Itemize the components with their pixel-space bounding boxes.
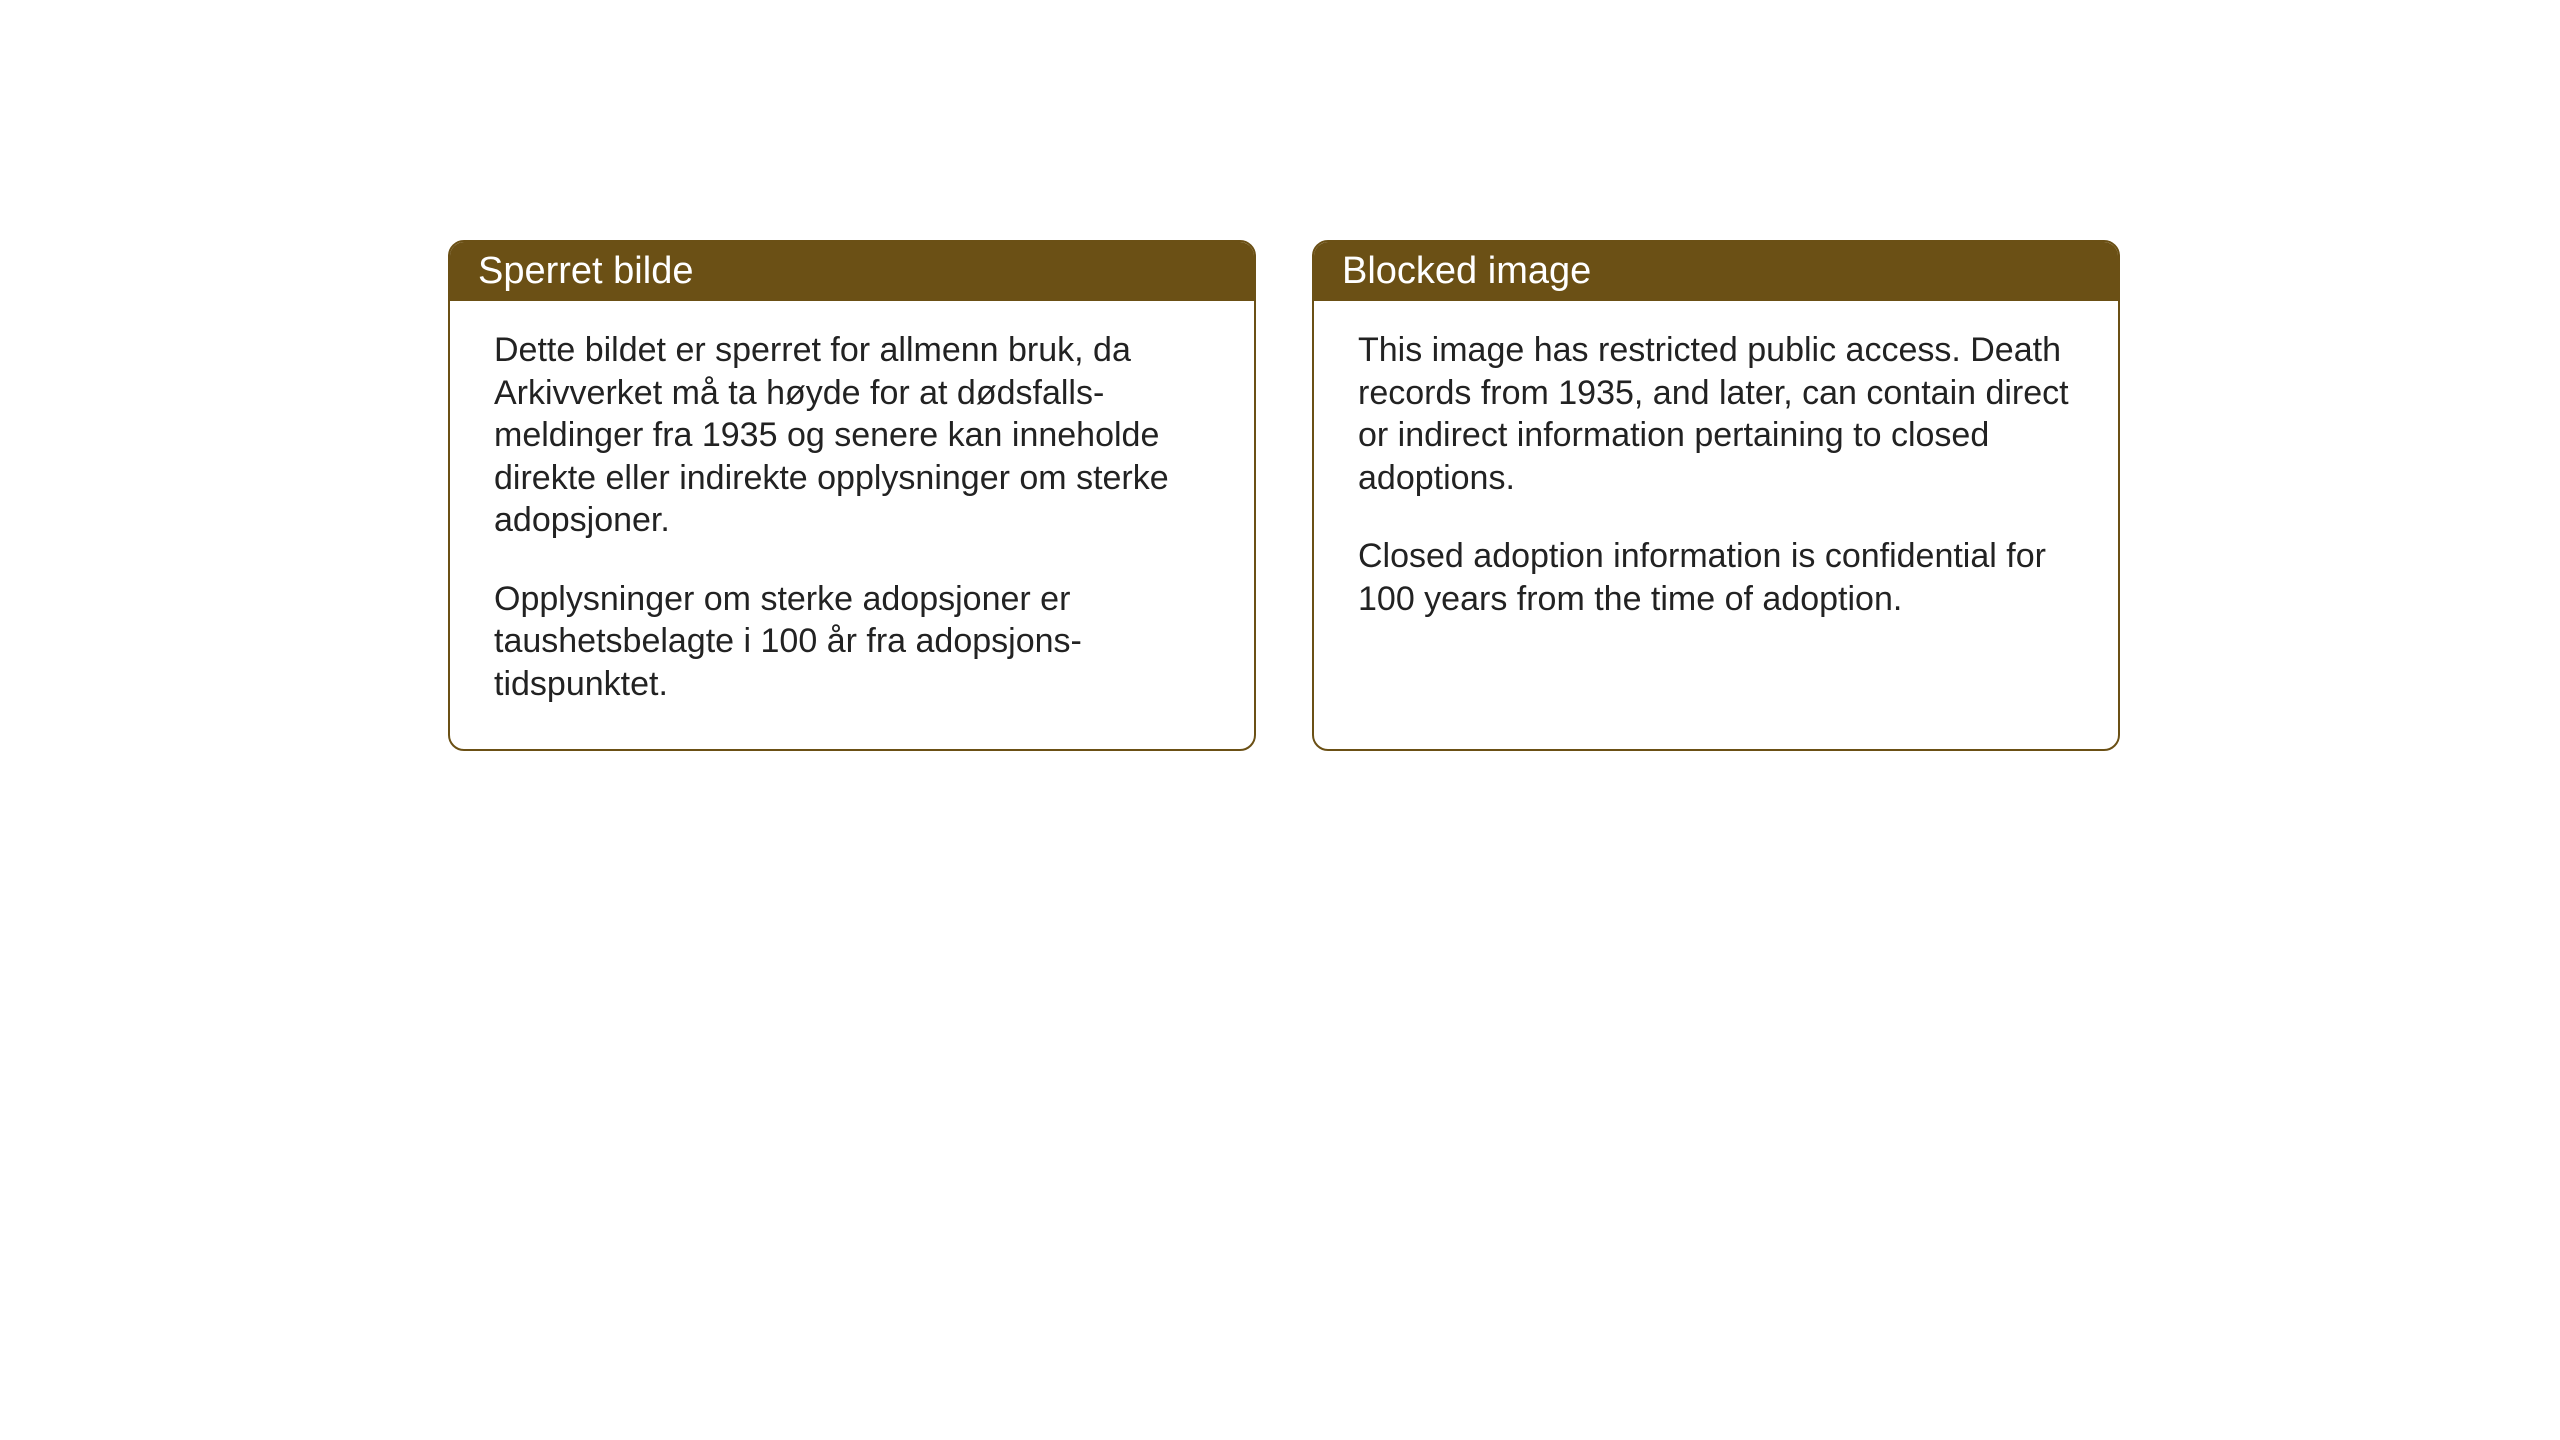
notice-container: Sperret bilde Dette bildet er sperret fo… xyxy=(448,240,2120,751)
card-header-english: Blocked image xyxy=(1314,242,2118,301)
card-paragraph-1-norwegian: Dette bildet er sperret for allmenn bruk… xyxy=(494,329,1210,542)
card-paragraph-1-english: This image has restricted public access.… xyxy=(1358,329,2074,499)
notice-card-english: Blocked image This image has restricted … xyxy=(1312,240,2120,751)
card-title-english: Blocked image xyxy=(1342,250,1591,292)
card-body-norwegian: Dette bildet er sperret for allmenn bruk… xyxy=(450,301,1254,749)
card-title-norwegian: Sperret bilde xyxy=(478,250,693,292)
card-body-english: This image has restricted public access.… xyxy=(1314,301,2118,664)
card-paragraph-2-english: Closed adoption information is confident… xyxy=(1358,535,2074,620)
card-header-norwegian: Sperret bilde xyxy=(450,242,1254,301)
card-paragraph-2-norwegian: Opplysninger om sterke adopsjoner er tau… xyxy=(494,578,1210,706)
notice-card-norwegian: Sperret bilde Dette bildet er sperret fo… xyxy=(448,240,1256,751)
